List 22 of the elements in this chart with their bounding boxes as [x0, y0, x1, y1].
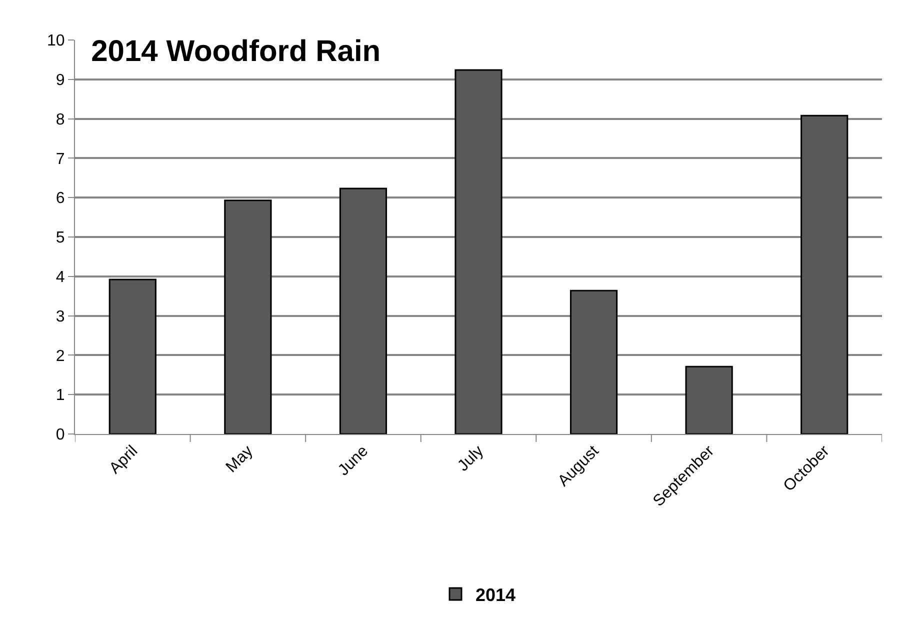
y-tick-label: 5 — [56, 230, 65, 247]
bar — [685, 366, 733, 434]
chart-title: 2014 Woodford Rain — [91, 35, 381, 68]
y-tick-label: 6 — [56, 190, 65, 208]
y-tick-label: 7 — [56, 150, 65, 168]
bar — [224, 200, 272, 434]
y-tick-label: 10 — [47, 32, 65, 50]
bar — [570, 290, 618, 434]
x-tick-label: May — [223, 442, 256, 476]
bar — [800, 114, 848, 434]
bar — [339, 188, 388, 434]
y-tick-label: 8 — [56, 111, 65, 128]
y-tick-label: 3 — [56, 308, 65, 326]
legend-label: 2014 — [476, 585, 516, 606]
bar — [454, 69, 502, 434]
x-tick-label: July — [454, 442, 487, 475]
y-tick-label: 1 — [56, 387, 65, 404]
bar — [108, 278, 156, 434]
y-tick-label: 0 — [56, 426, 65, 444]
y-tick-label: 9 — [56, 72, 65, 89]
y-tick-label: 2 — [56, 348, 65, 365]
y-tick-label: 4 — [56, 269, 65, 286]
